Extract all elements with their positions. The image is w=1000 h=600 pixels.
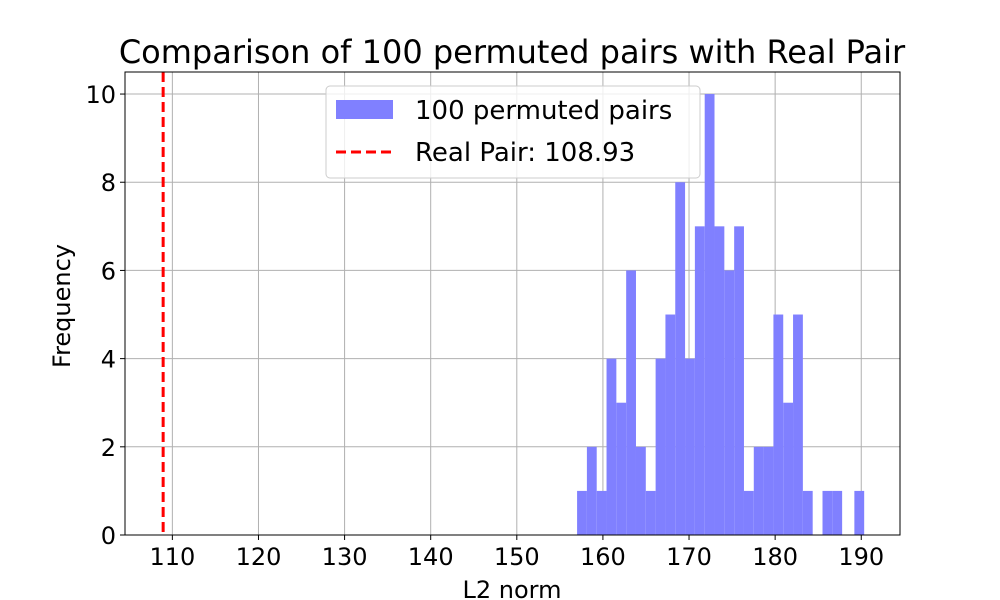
histogram-bar (616, 402, 627, 535)
x-tick-label: 120 (236, 543, 282, 571)
histogram-bar (626, 270, 636, 535)
legend: 100 permuted pairs Real Pair: 108.93 (325, 85, 701, 179)
y-tick-label: 6 (101, 257, 116, 285)
y-tick-label: 4 (101, 346, 116, 374)
histogram-bar (655, 358, 666, 535)
histogram-bar (783, 402, 794, 535)
y-axis-title: Frequency (48, 244, 76, 368)
histogram-bar (822, 490, 833, 535)
legend-label-real-pair: Real Pair: 108.93 (415, 138, 635, 168)
legend-box (325, 85, 701, 179)
legend-swatch-histogram (336, 100, 393, 119)
legend-label-histogram: 100 permuted pairs (415, 96, 672, 126)
y-tick-label: 2 (101, 434, 116, 462)
histogram-bar (743, 490, 754, 535)
x-tick-label: 130 (322, 543, 368, 571)
histogram-bar (606, 358, 617, 535)
histogram-bar (753, 446, 764, 535)
histogram-bar (793, 314, 803, 535)
x-tick-label: 110 (149, 543, 195, 571)
histogram-bar (675, 182, 686, 535)
y-tick-label: 0 (101, 522, 116, 550)
histogram-bar (685, 358, 695, 535)
histogram-bar (832, 490, 843, 535)
plot-area-frame (124, 71, 901, 536)
x-axis-title: L2 norm (463, 576, 562, 600)
histogram-bar (802, 490, 813, 535)
x-tick-label: 190 (838, 543, 884, 571)
x-tick-label: 170 (666, 543, 712, 571)
x-tick-label: 160 (580, 543, 626, 571)
histogram-bar (577, 490, 587, 535)
histogram-bar (694, 226, 705, 536)
histogram-bar (645, 490, 656, 535)
histogram-bars (577, 94, 865, 536)
histogram-bar (665, 314, 676, 535)
y-tick-label: 8 (101, 169, 116, 197)
histogram-bar (635, 446, 646, 535)
x-axis-ticks: 110 120 130 140 150 160 170 180 190 (149, 535, 884, 571)
x-tick-label: 140 (408, 543, 454, 571)
y-axis-ticks: 0 2 4 6 8 10 (85, 81, 125, 550)
x-tick-label: 180 (752, 543, 798, 571)
x-tick-label: 150 (494, 543, 540, 571)
histogram-bar (854, 490, 865, 535)
chart-title: Comparison of 100 permuted pairs with Re… (119, 33, 906, 71)
histogram-bar (734, 226, 744, 536)
histogram-bar (714, 226, 725, 536)
histogram-bar (773, 314, 784, 535)
histogram-bar (763, 446, 774, 535)
histogram-bar (586, 446, 597, 535)
histogram-bar (724, 270, 735, 535)
y-tick-label: 10 (85, 81, 116, 109)
histogram-bar (704, 94, 715, 536)
histogram-bar (596, 490, 607, 535)
